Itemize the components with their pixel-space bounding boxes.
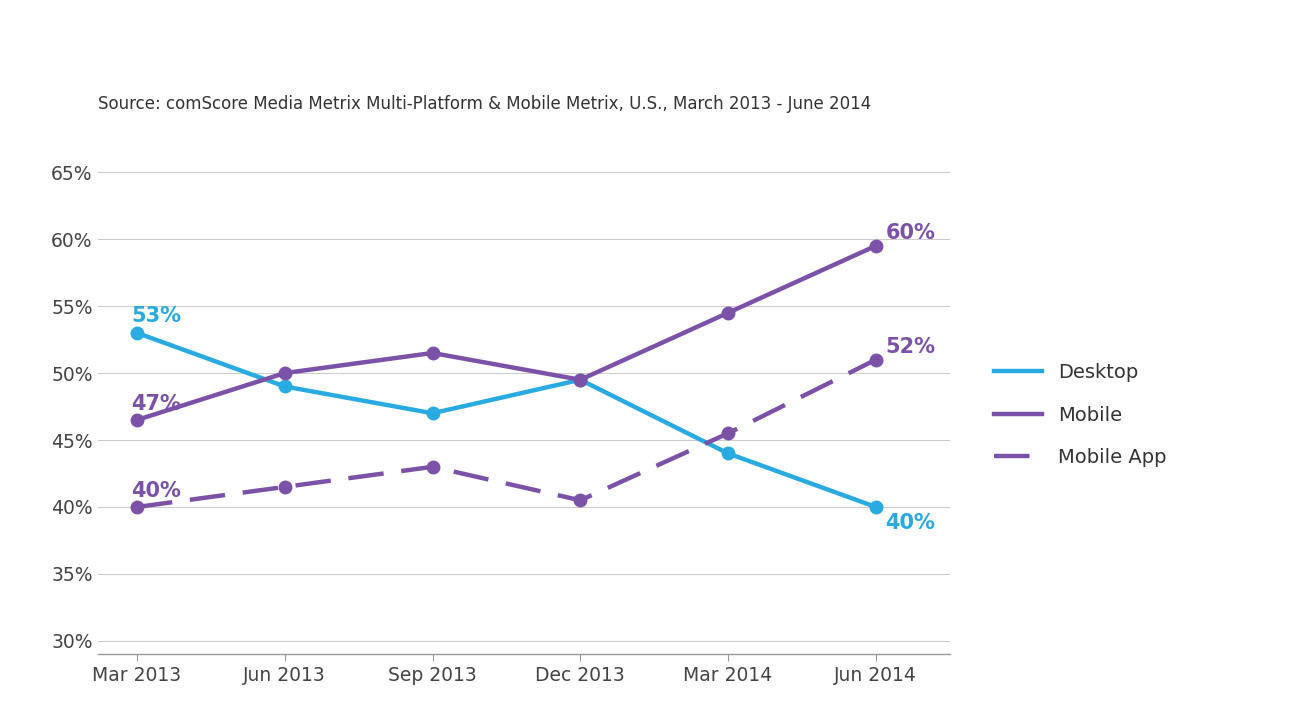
Text: 60%: 60% [886, 223, 935, 243]
Text: 53%: 53% [131, 306, 181, 326]
Text: Source: comScore Media Metrix Multi-Platform & Mobile Metrix, U.S., March 2013 -: Source: comScore Media Metrix Multi-Plat… [98, 95, 870, 113]
Text: Share of U.S. Digital Media Time Spent by Platform: Share of U.S. Digital Media Time Spent b… [229, 28, 1072, 56]
Text: 40%: 40% [131, 481, 181, 502]
Text: 47%: 47% [131, 394, 181, 414]
Text: 40%: 40% [886, 513, 935, 533]
Text: 52%: 52% [886, 337, 935, 357]
Legend: Desktop, Mobile, Mobile App: Desktop, Mobile, Mobile App [994, 364, 1166, 467]
